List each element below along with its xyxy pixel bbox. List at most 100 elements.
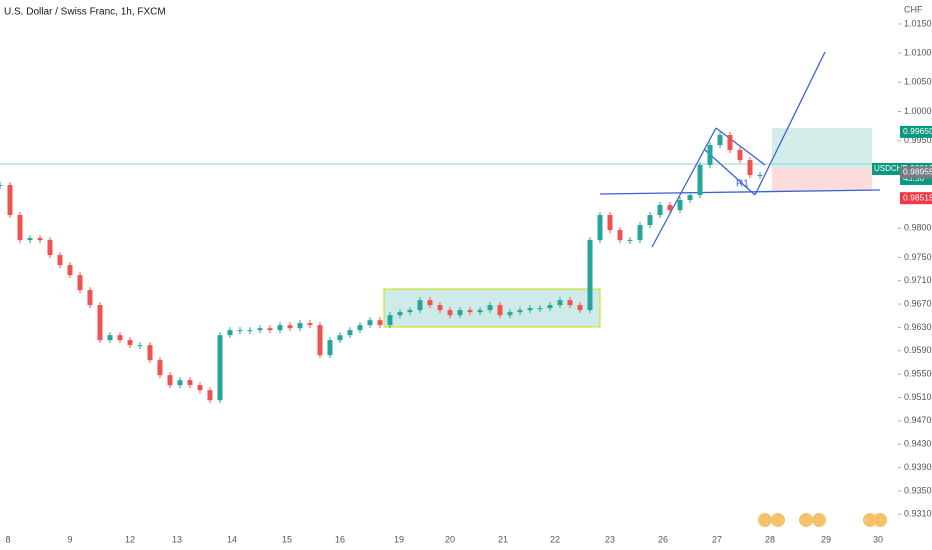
x-tick-label: 23	[605, 534, 615, 544]
candle	[557, 300, 563, 306]
candle	[347, 330, 353, 336]
x-tick-label: 14	[227, 534, 237, 544]
candle	[577, 305, 583, 311]
candle	[7, 185, 13, 216]
x-tick-label: 15	[282, 534, 292, 544]
candle	[107, 335, 113, 341]
candle	[197, 385, 203, 391]
candle	[27, 238, 33, 241]
candle	[17, 215, 23, 241]
candle	[727, 135, 733, 151]
candle	[47, 240, 53, 256]
x-tick-label: 29	[821, 534, 831, 544]
x-tick-label: 22	[550, 534, 560, 544]
candle	[617, 230, 623, 241]
y-tick-label: 0.93100	[904, 509, 932, 519]
candle	[97, 305, 103, 341]
y-tick-label: 1.00500	[904, 77, 932, 87]
x-tick-label: 20	[445, 534, 455, 544]
candle	[597, 215, 603, 241]
candle	[317, 325, 323, 356]
y-tick-label: 1.01000	[904, 47, 932, 57]
candle	[607, 215, 613, 231]
candle	[637, 225, 643, 241]
candle	[0, 185, 3, 187]
candle	[647, 215, 653, 226]
candle	[217, 335, 223, 401]
candle	[87, 290, 93, 306]
price-tag-label: 0.99650	[903, 126, 932, 136]
candle	[427, 300, 433, 306]
candle	[177, 380, 183, 386]
candle	[687, 195, 693, 201]
candle	[567, 300, 573, 306]
candle	[307, 323, 313, 326]
candle	[707, 145, 713, 166]
x-tick-label: 21	[498, 534, 508, 544]
pattern-label: R1	[736, 179, 749, 190]
candle	[257, 328, 263, 331]
candle	[497, 305, 503, 316]
candle	[487, 305, 493, 311]
candle	[587, 240, 593, 311]
x-tick-label: 8	[5, 534, 10, 544]
symbol-label: USDCHF	[874, 164, 907, 173]
candle	[657, 205, 663, 216]
x-tick-label: 9	[67, 534, 72, 544]
candle	[757, 175, 763, 177]
price-tag	[900, 125, 932, 138]
x-tick-label: 30	[873, 534, 883, 544]
candle	[227, 330, 233, 336]
candle	[397, 312, 403, 316]
candle	[697, 165, 703, 196]
candle	[747, 160, 753, 176]
x-tick-label: 16	[335, 534, 345, 544]
x-tick-label: 27	[712, 534, 722, 544]
candle	[517, 310, 523, 313]
candle	[187, 380, 193, 386]
candle	[327, 340, 333, 356]
x-tick-label: 13	[172, 534, 182, 544]
events	[758, 513, 887, 527]
symbol-tag	[872, 162, 900, 175]
price-tag-label: 0.98515	[903, 192, 932, 202]
candle	[367, 320, 373, 326]
x-tick-label: 26	[658, 534, 668, 544]
y-tick-label: 1.01500	[904, 18, 932, 28]
x-tick-label: 28	[765, 534, 775, 544]
candle	[447, 310, 453, 316]
candle	[387, 315, 393, 326]
candle	[57, 255, 63, 266]
candle	[437, 305, 443, 311]
candle	[277, 325, 283, 331]
candle	[297, 323, 303, 329]
candle	[137, 345, 143, 347]
candle	[77, 275, 83, 291]
candle	[717, 135, 723, 146]
candle	[407, 310, 413, 313]
candle	[417, 300, 423, 311]
candle	[677, 200, 683, 211]
axis-unit: CHF	[904, 4, 923, 14]
candle	[147, 345, 153, 361]
price-tag-label: 0.98955	[903, 167, 932, 177]
candle	[547, 305, 553, 309]
candle	[117, 335, 123, 341]
candle	[627, 240, 633, 242]
drawings	[599, 51, 881, 248]
candle	[537, 308, 543, 310]
